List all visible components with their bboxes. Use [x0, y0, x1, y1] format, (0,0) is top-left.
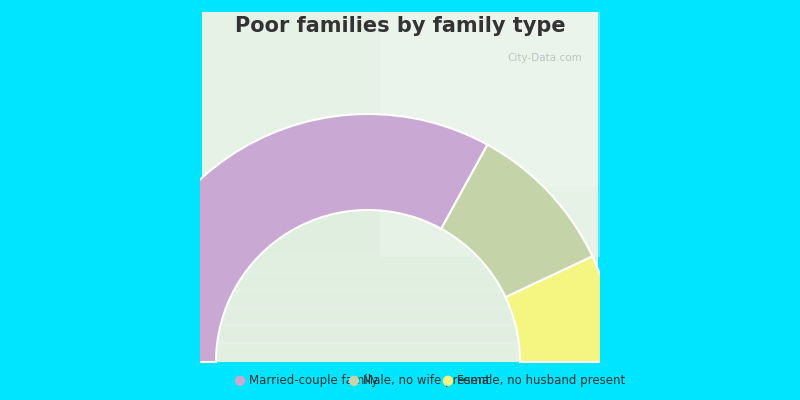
Bar — [202, 236, 598, 257]
Bar — [202, 253, 598, 274]
Bar — [202, 96, 598, 117]
Bar — [202, 60, 598, 82]
Bar — [202, 183, 598, 204]
Text: Married-couple family: Married-couple family — [249, 374, 378, 387]
Wedge shape — [442, 145, 592, 297]
Bar — [202, 218, 598, 240]
Text: Male, no wife present: Male, no wife present — [363, 374, 490, 387]
Circle shape — [235, 376, 245, 386]
Bar — [202, 43, 598, 64]
Bar — [380, 12, 600, 257]
Bar — [202, 148, 598, 170]
Bar — [202, 323, 598, 344]
Bar — [202, 340, 598, 362]
Bar — [202, 78, 598, 100]
Wedge shape — [506, 256, 616, 362]
Bar — [202, 12, 598, 187]
Bar — [202, 306, 598, 327]
Text: Female, no husband present: Female, no husband present — [457, 374, 625, 387]
Bar — [202, 8, 598, 30]
Bar — [202, 200, 598, 222]
Bar — [202, 113, 598, 134]
Bar — [202, 288, 598, 310]
Bar — [202, 26, 598, 47]
Wedge shape — [120, 114, 487, 362]
Circle shape — [443, 376, 453, 386]
Bar — [202, 166, 598, 187]
Bar — [202, 130, 598, 152]
Bar — [202, 12, 598, 362]
Circle shape — [349, 376, 359, 386]
Text: Poor families by family type: Poor families by family type — [234, 16, 566, 36]
Text: City-Data.com: City-Data.com — [507, 53, 582, 63]
Bar — [202, 270, 598, 292]
